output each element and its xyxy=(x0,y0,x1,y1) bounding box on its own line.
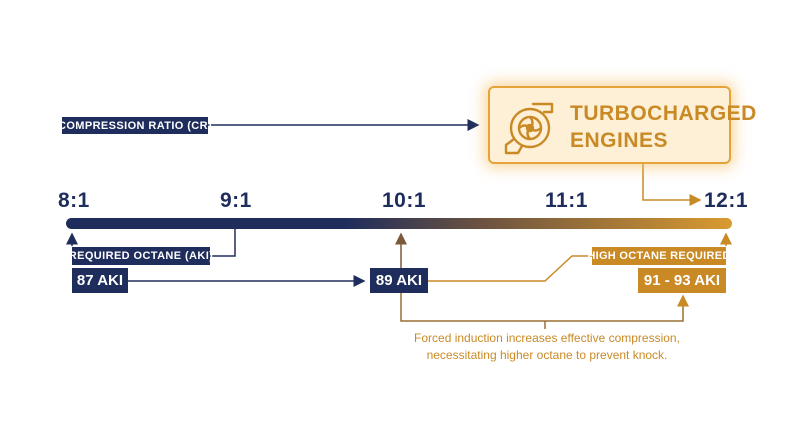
nine-to-octane-connector xyxy=(210,229,236,257)
forced-induction-bracket xyxy=(400,290,689,322)
turbo-to-12-arrow xyxy=(642,164,702,206)
forced-induction-note: Forced induction increases effective com… xyxy=(392,330,702,364)
compression-axis-bar xyxy=(66,218,732,229)
octane-87-badge: 87 AKI xyxy=(72,268,128,293)
compression-ratio-label: COMPRESSION RATIO (CR) xyxy=(58,117,212,134)
turbo-title-line-1: TURBOCHARGED xyxy=(570,102,757,125)
turbocharged-engines-card: TURBOCHARGED ENGINES xyxy=(488,86,756,164)
high-octane-required-label: HIGH OCTANE REQUIRED xyxy=(587,247,730,265)
tick-11-1: 11:1 xyxy=(545,189,588,212)
turbocharger-icon xyxy=(504,102,554,155)
note-line-2: necessitating higher octane to prevent k… xyxy=(426,348,668,362)
turbo-title-line-2: ENGINES xyxy=(570,129,669,152)
mid-to-high-connector xyxy=(428,255,592,282)
turbocharged-engines-title: TURBOCHARGED ENGINES xyxy=(570,100,757,154)
required-octane-label: REQUIRED OCTANE (AKI) xyxy=(69,247,213,265)
tick-9-1: 9:1 xyxy=(220,189,252,212)
tick-10-1: 10:1 xyxy=(382,189,427,212)
octane-89-badge: 89 AKI xyxy=(370,268,428,293)
tick-8-1: 8:1 xyxy=(58,189,90,212)
tick-12-1: 12:1 xyxy=(704,189,749,212)
note-line-1: Forced induction increases effective com… xyxy=(414,331,680,345)
octane-91-93-badge: 91 - 93 AKI xyxy=(638,268,726,293)
